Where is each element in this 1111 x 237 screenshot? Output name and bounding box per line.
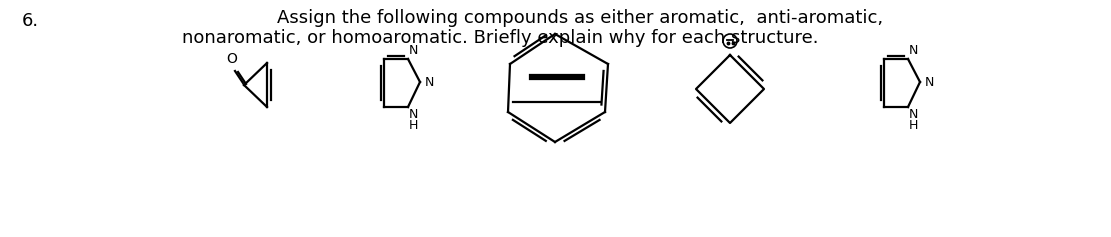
Text: N: N — [909, 108, 919, 121]
Text: N: N — [409, 108, 419, 121]
Text: nonaromatic, or homoaromatic. Briefly explain why for each structure.: nonaromatic, or homoaromatic. Briefly ex… — [182, 29, 818, 47]
Text: N: N — [426, 76, 434, 88]
Text: N: N — [409, 44, 419, 57]
Text: Assign the following compounds as either aromatic,  anti-aromatic,: Assign the following compounds as either… — [277, 9, 883, 27]
Text: H: H — [409, 119, 419, 132]
Text: N: N — [909, 44, 919, 57]
Text: H: H — [909, 119, 919, 132]
Text: N: N — [925, 76, 934, 88]
Text: 6.: 6. — [22, 12, 39, 30]
Text: O: O — [227, 52, 238, 66]
